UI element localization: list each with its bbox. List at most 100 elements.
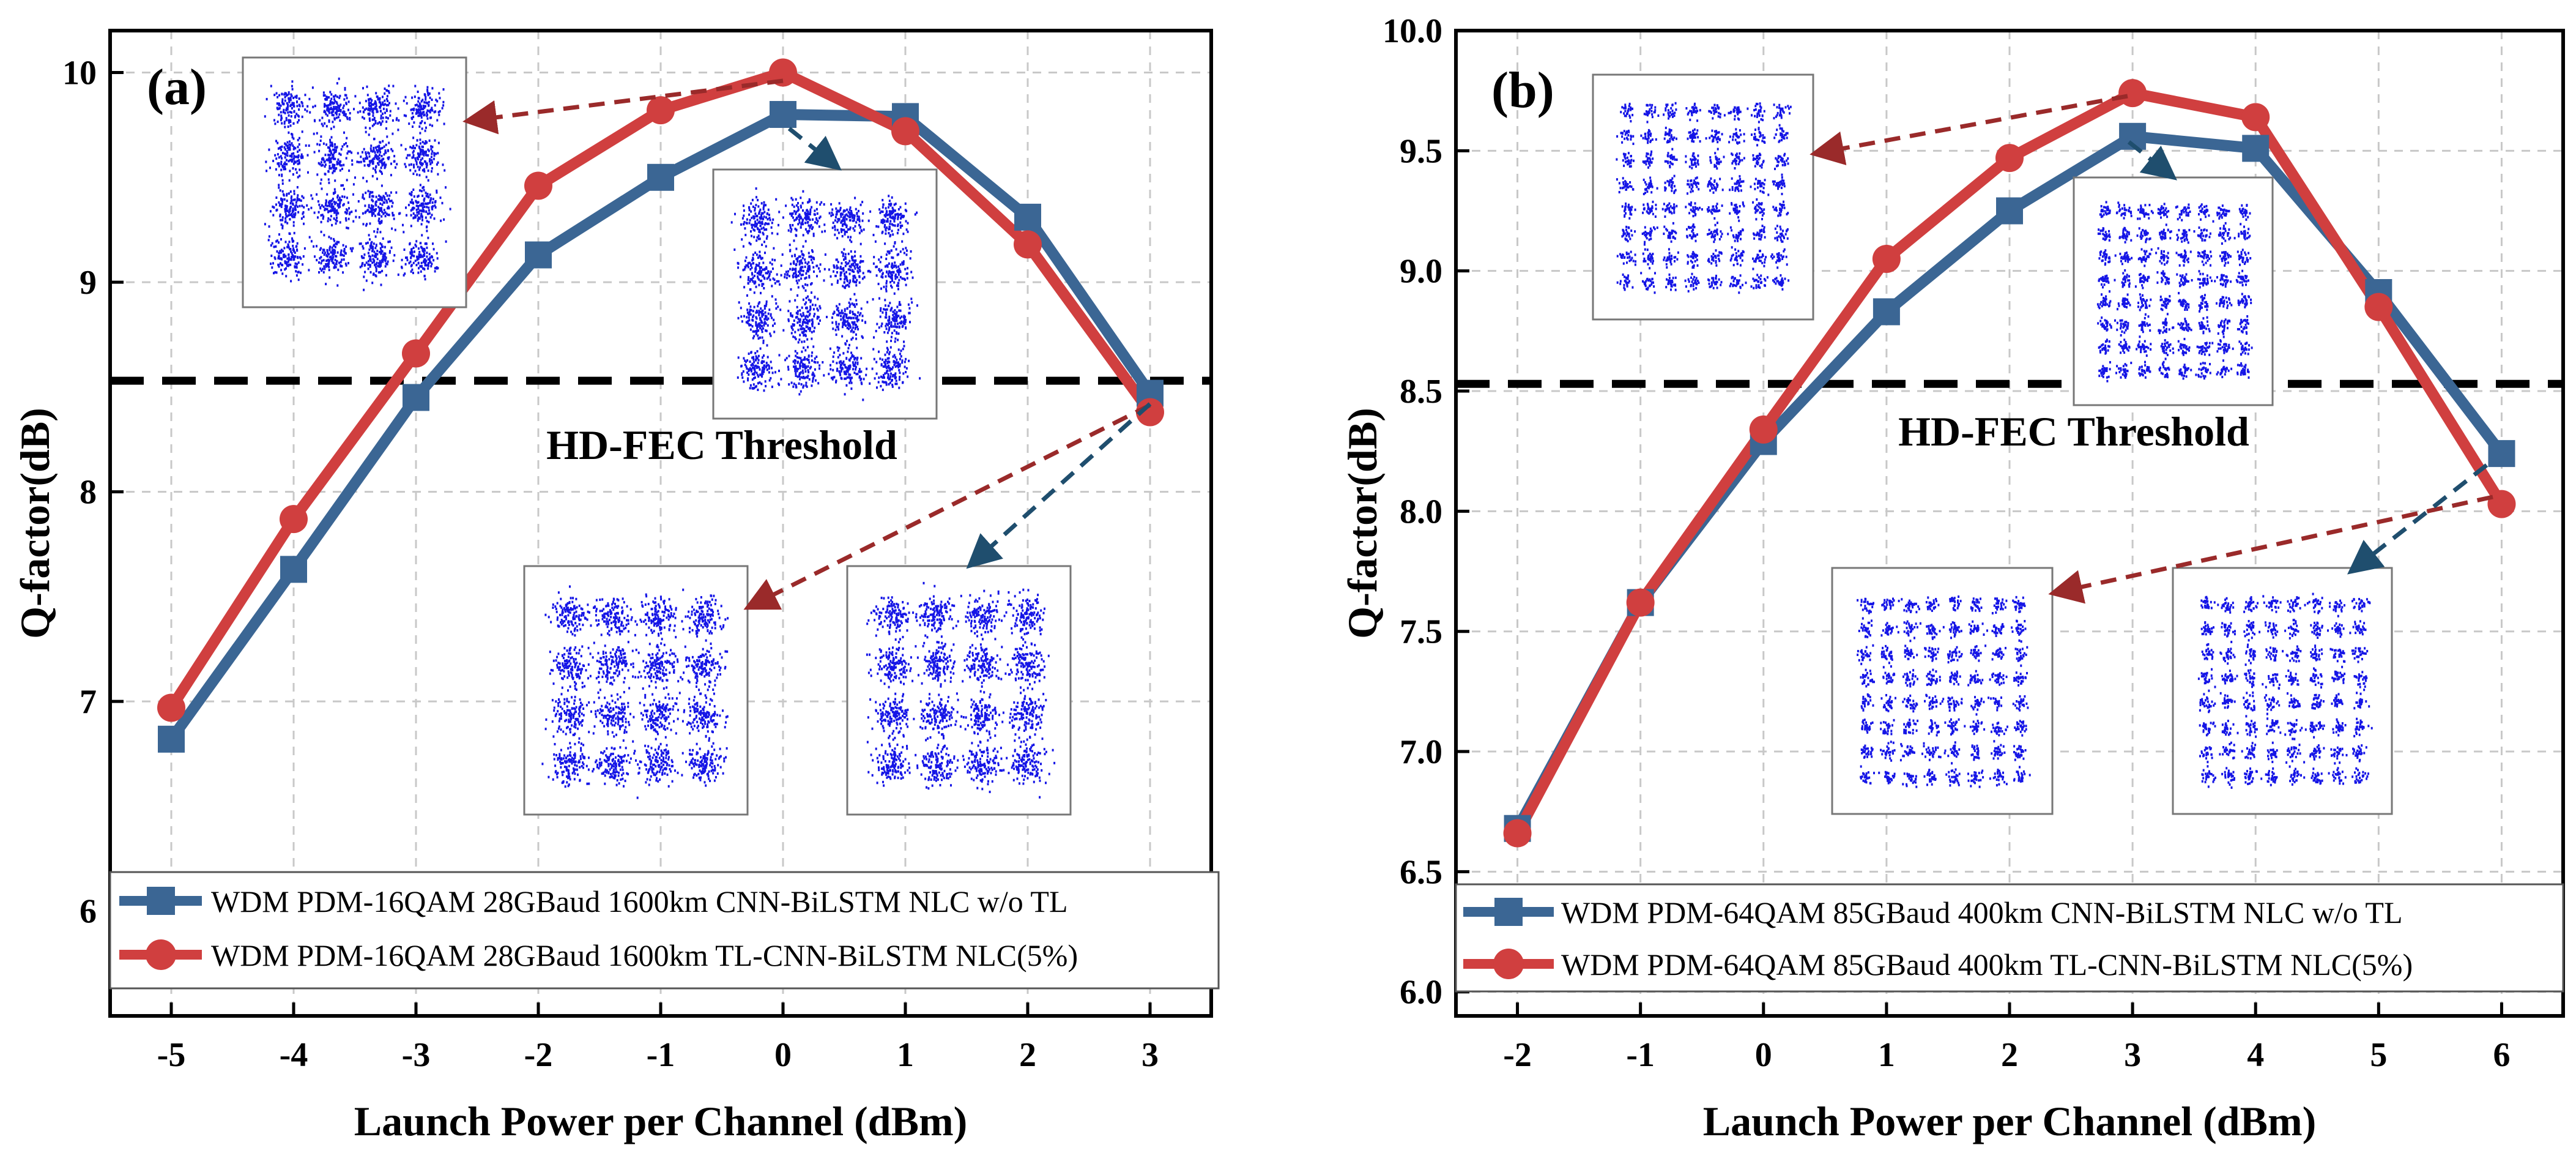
x-tick-label: 1 <box>1878 1036 1895 1074</box>
x-ticks: -2 -1 0 1 2 3 4 5 6 <box>1503 1002 2510 1074</box>
legend-marker-square <box>147 887 175 915</box>
data-point-circle <box>647 96 675 125</box>
x-tick-label: -2 <box>524 1036 553 1074</box>
data-point-circle <box>2487 490 2516 518</box>
constellation-points <box>866 581 1056 799</box>
y-tick-label: 6.5 <box>1400 853 1442 891</box>
y-tick-label: 8.0 <box>1400 493 1442 531</box>
data-point-circle <box>891 117 919 146</box>
data-point-square <box>525 241 552 269</box>
x-tick-label: -3 <box>402 1036 431 1074</box>
y-tick-label: 7.0 <box>1400 733 1442 771</box>
x-tick-label: 3 <box>2124 1036 2141 1074</box>
arrow-to-inset-peak-tl <box>462 78 784 135</box>
constellation-points <box>2197 592 2373 789</box>
y-tick-label: 7.5 <box>1400 613 1442 651</box>
constellation-points <box>1616 102 1792 294</box>
y-tick-label: 9.0 <box>1400 253 1442 291</box>
data-point-circle <box>2364 293 2393 321</box>
data-point-square <box>158 725 185 753</box>
panel-label-b: (b) <box>1491 62 1554 119</box>
x-tick-label: -2 <box>1503 1036 1532 1074</box>
legend: WDM PDM-16QAM 28GBaud 1600km CNN-BiLSTM … <box>109 871 1220 990</box>
constellation-inset-64qam-high-tl <box>1831 567 2054 815</box>
y-axis-title: Q-factor(dB) <box>12 408 58 639</box>
y-axis-title: Q-factor(dB) <box>1339 408 1386 639</box>
data-point-circle <box>280 505 308 534</box>
y-tick-label: 10 <box>62 54 97 92</box>
legend-marker-square <box>1494 898 1523 926</box>
data-point-square <box>280 556 307 583</box>
x-tick-label: 3 <box>1141 1036 1159 1074</box>
data-point-square <box>2242 135 2270 162</box>
constellation-points <box>541 585 729 799</box>
legend-label-base: WDM PDM-64QAM 85GBaud 400km CNN-BiLSTM N… <box>1561 895 2403 930</box>
constellation-points <box>1857 595 2031 788</box>
x-tick-label: 0 <box>1755 1036 1772 1074</box>
constellation-points <box>730 187 921 401</box>
constellation-inset-64qam-peak-base <box>2073 176 2274 406</box>
panel-label-a: (a) <box>147 59 207 116</box>
data-point-circle <box>1626 588 1655 617</box>
hd-fec-threshold-label: HD-FEC Threshold <box>546 422 897 468</box>
y-tick-label: 7 <box>80 683 97 721</box>
legend-label-base: WDM PDM-16QAM 28GBaud 1600km CNN-BiLSTM … <box>211 884 1068 919</box>
x-tick-label: 6 <box>2493 1036 2510 1074</box>
x-tick-label: 2 <box>1019 1036 1036 1074</box>
x-tick-label: 0 <box>774 1036 792 1074</box>
data-point-square <box>1996 197 2023 225</box>
y-tick-label: 6 <box>80 893 97 931</box>
x-tick-label: -1 <box>647 1036 675 1074</box>
y-tick-label: 9 <box>80 264 97 302</box>
data-point-circle <box>1872 245 1901 274</box>
x-tick-label: 1 <box>897 1036 914 1074</box>
legend-marker-circle <box>1493 949 1524 979</box>
constellation-points <box>264 77 451 291</box>
data-point-circle <box>1014 230 1042 259</box>
y-tick-label: 8.5 <box>1400 373 1442 411</box>
data-point-circle <box>524 171 552 200</box>
arrow-to-inset-peak-base <box>2127 140 2177 181</box>
x-tick-label: -4 <box>280 1036 308 1074</box>
x-tick-label: -5 <box>157 1036 186 1074</box>
data-points <box>157 58 1164 753</box>
x-axis-title: Launch Power per Channel (dBm) <box>1703 1098 2316 1144</box>
constellation-points <box>2096 201 2253 382</box>
constellation-inset-64qam-high-base <box>2172 567 2393 815</box>
data-point-circle <box>157 693 185 722</box>
legend: WDM PDM-64QAM 85GBaud 400km CNN-BiLSTM N… <box>1455 883 2564 993</box>
y-tick-label: 8 <box>80 474 97 512</box>
panel-a-chart: -5 -4 -3 -2 -1 0 1 2 3 6 7 8 9 10 HD-FEC Threshold (… <box>12 29 1220 1144</box>
arrow-to-inset-high-base <box>2347 463 2489 575</box>
constellation-inset-16qam-high-base <box>846 565 1072 816</box>
x-tick-label: 4 <box>2247 1036 2264 1074</box>
x-ticks: -5 -4 -3 -2 -1 0 1 2 3 <box>157 1002 1159 1074</box>
data-point-circle <box>1136 398 1164 427</box>
legend-marker-circle <box>146 939 176 970</box>
legend-label-tl: WDM PDM-16QAM 28GBaud 1600km TL-CNN-BiLS… <box>211 938 1078 972</box>
arrow-to-inset-peak-base <box>787 127 842 171</box>
y-tick-label: 9.5 <box>1400 132 1442 170</box>
x-tick-label: -1 <box>1626 1036 1655 1074</box>
data-point-circle <box>2118 79 2147 108</box>
data-point-square <box>647 163 674 191</box>
y-ticks: 6.0 6.5 7.0 7.5 8.0 8.5 9.0 9.5 10.0 <box>1383 12 1469 1012</box>
constellation-inset-16qam-high-tl <box>523 565 749 816</box>
y-tick-label: 6.0 <box>1400 974 1442 1012</box>
arrow-to-inset-peak-tl <box>1810 94 2128 165</box>
constellation-inset-16qam-peak-base <box>712 168 938 420</box>
panel-b-chart: -2 -1 0 1 2 3 4 5 6 6.0 6.5 7.0 7.5 8.0 8.5 9.0 9.5 10.0… <box>1339 12 2565 1144</box>
arrow-to-inset-high-tl <box>743 403 1151 610</box>
legend-label-tl: WDM PDM-64QAM 85GBaud 400km TL-CNN-BiLST… <box>1561 947 2413 982</box>
constellation-inset-16qam-peak-tl <box>242 56 467 308</box>
legend-box <box>109 871 1220 990</box>
constellation-inset-64qam-peak-tl <box>1592 73 1814 321</box>
y-ticks: 6 7 8 9 10 <box>62 54 124 931</box>
x-tick-label: 2 <box>2001 1036 2018 1074</box>
data-points <box>1503 79 2516 848</box>
data-point-circle <box>1503 819 1532 848</box>
x-tick-label: 5 <box>2370 1036 2387 1074</box>
data-point-square <box>1873 298 1900 326</box>
hd-fec-threshold-label: HD-FEC Threshold <box>1898 408 2249 455</box>
